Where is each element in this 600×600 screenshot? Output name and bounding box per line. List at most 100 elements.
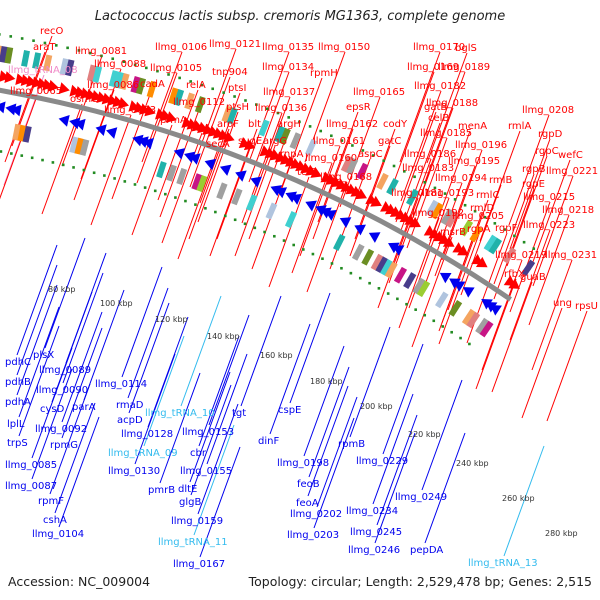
forward-gene-label: wefC: [558, 150, 583, 161]
forward-feature-block: [273, 125, 286, 143]
tick-dot: [273, 234, 276, 238]
reverse-feature-block: [479, 320, 494, 338]
forward-gene-label: llmg_0186: [404, 149, 456, 160]
leader-line: [73, 89, 115, 201]
forward-gene-arrow: [47, 79, 59, 92]
leader-line: [503, 445, 545, 557]
tick-marks: 80 kbp 100 kbp 120 kbp 140 kbp 160 kbp 180 kb…: [0, 33, 578, 538]
forward-gene-arrow: [355, 188, 367, 200]
leader-line: [509, 201, 551, 313]
leader-line: [376, 414, 418, 526]
forward-feature-block: [483, 234, 498, 252]
reverse-feature-block: [156, 161, 167, 179]
leader-line: [18, 325, 60, 437]
forward-gene-label: llmg_0165: [353, 87, 405, 98]
tick-dot: [133, 63, 137, 67]
reverse-gene-label: llmg_0198: [277, 458, 329, 469]
leader-line: [197, 111, 239, 223]
reverse-feature-block: [466, 311, 481, 329]
reverse-feature-block: [191, 173, 203, 191]
tick-dot: [403, 170, 406, 173]
leader-line: [61, 311, 103, 423]
leader-line: [521, 307, 563, 419]
tick-dot: [330, 134, 333, 138]
forward-gene-label: aspC: [358, 149, 383, 160]
tick-dot: [233, 95, 236, 98]
leader-line: [317, 111, 359, 223]
forward-feature-block: [92, 65, 103, 83]
reverse-gene-arrow: [368, 232, 381, 243]
leader-line: [303, 345, 345, 457]
forward-gene-arrow: [370, 195, 382, 207]
reverse-gene-label: pmrB: [148, 485, 175, 496]
tick-dot: [204, 206, 207, 210]
forward-feature-block: [108, 70, 119, 88]
leader-line: [400, 90, 442, 202]
reverse-gene-label: llmg_0085: [5, 460, 57, 471]
leader-line: [493, 188, 535, 300]
forward-gene-label: aroF: [217, 119, 239, 130]
tick-dot: [377, 287, 381, 290]
reverse-gene-label: dinF: [258, 436, 279, 447]
reverse-gene-label: glgB: [179, 497, 201, 508]
forward-feature-block: [440, 208, 454, 226]
reverse-feature-block: [79, 138, 90, 156]
leader-line: [0, 95, 38, 200]
forward-feature-block: [279, 127, 291, 145]
tick-dot: [178, 76, 181, 80]
tick-dot: [443, 192, 447, 195]
tick-label: 220 kbp: [408, 430, 441, 439]
leader-line: [491, 281, 533, 393]
tick-dot: [423, 313, 427, 317]
reverse-feature-block: [265, 202, 278, 220]
forward-gene-arrow: [475, 256, 488, 268]
reverse-gene-label: llmg_0092: [35, 424, 87, 435]
leader-line: [506, 155, 548, 267]
forward-gene-label: tnp904: [212, 67, 248, 78]
leader-line: [208, 314, 250, 426]
forward-gene-arrow: [442, 236, 455, 247]
leader-line: [58, 416, 100, 528]
leader-line: [16, 244, 58, 356]
leader-line: [308, 366, 350, 478]
leader-line: [240, 295, 282, 407]
forward-gene-label: llmg_0192: [412, 208, 464, 219]
forward-gene-label: tetR: [297, 167, 318, 178]
forward-feature-block: [445, 211, 459, 228]
genome-backbone: [0, 87, 512, 302]
forward-gene-label: llmg_0106: [155, 42, 207, 53]
forward-feature-block: [65, 59, 75, 77]
reverse-gene-label: llmg_0153: [182, 427, 234, 438]
tick-dot: [122, 60, 126, 63]
reverse-gene-arrow: [95, 124, 107, 136]
leader-line: [509, 138, 551, 250]
reverse-feature-block: [22, 125, 32, 143]
reverse-gene-arrow: [137, 136, 149, 148]
tick-dot: [189, 80, 192, 83]
leader-line: [80, 68, 122, 180]
reverse-feature-block: [435, 291, 449, 309]
tick-dot: [382, 159, 385, 163]
forward-gene-label: llmg_0088: [94, 59, 146, 70]
tick-dot: [308, 125, 312, 128]
tick-dot: [396, 297, 399, 301]
forward-gene-label: llmg_0168: [320, 172, 372, 183]
reverse-gene-label: feoA: [296, 498, 319, 509]
tick-dot: [244, 99, 247, 102]
reverse-gene-label: cshA: [43, 515, 67, 526]
forward-gene-label: argG: [263, 136, 287, 147]
forward-gene-label: sugE: [238, 136, 262, 147]
forward-gene-label: llmg_0193: [422, 188, 474, 199]
leader-line: [529, 159, 571, 271]
forward-gene-label: recO: [40, 26, 64, 37]
reverse-gene-arrow: [250, 176, 262, 188]
reverse-gene-label: llmg_0249: [395, 492, 447, 503]
reverse-gene-arrow: [142, 137, 154, 150]
topology-summary: Topology: circular; Length: 2,529,478 bp…: [248, 574, 592, 589]
forward-gene-arrow: [223, 131, 235, 143]
forward-gene-label: llmg_0183: [402, 163, 454, 174]
forward-gene-label: llmg_0208: [522, 105, 574, 116]
tick-dot: [253, 226, 257, 230]
leader-line: [44, 237, 86, 349]
reverse-gene-arrow: [184, 151, 196, 163]
